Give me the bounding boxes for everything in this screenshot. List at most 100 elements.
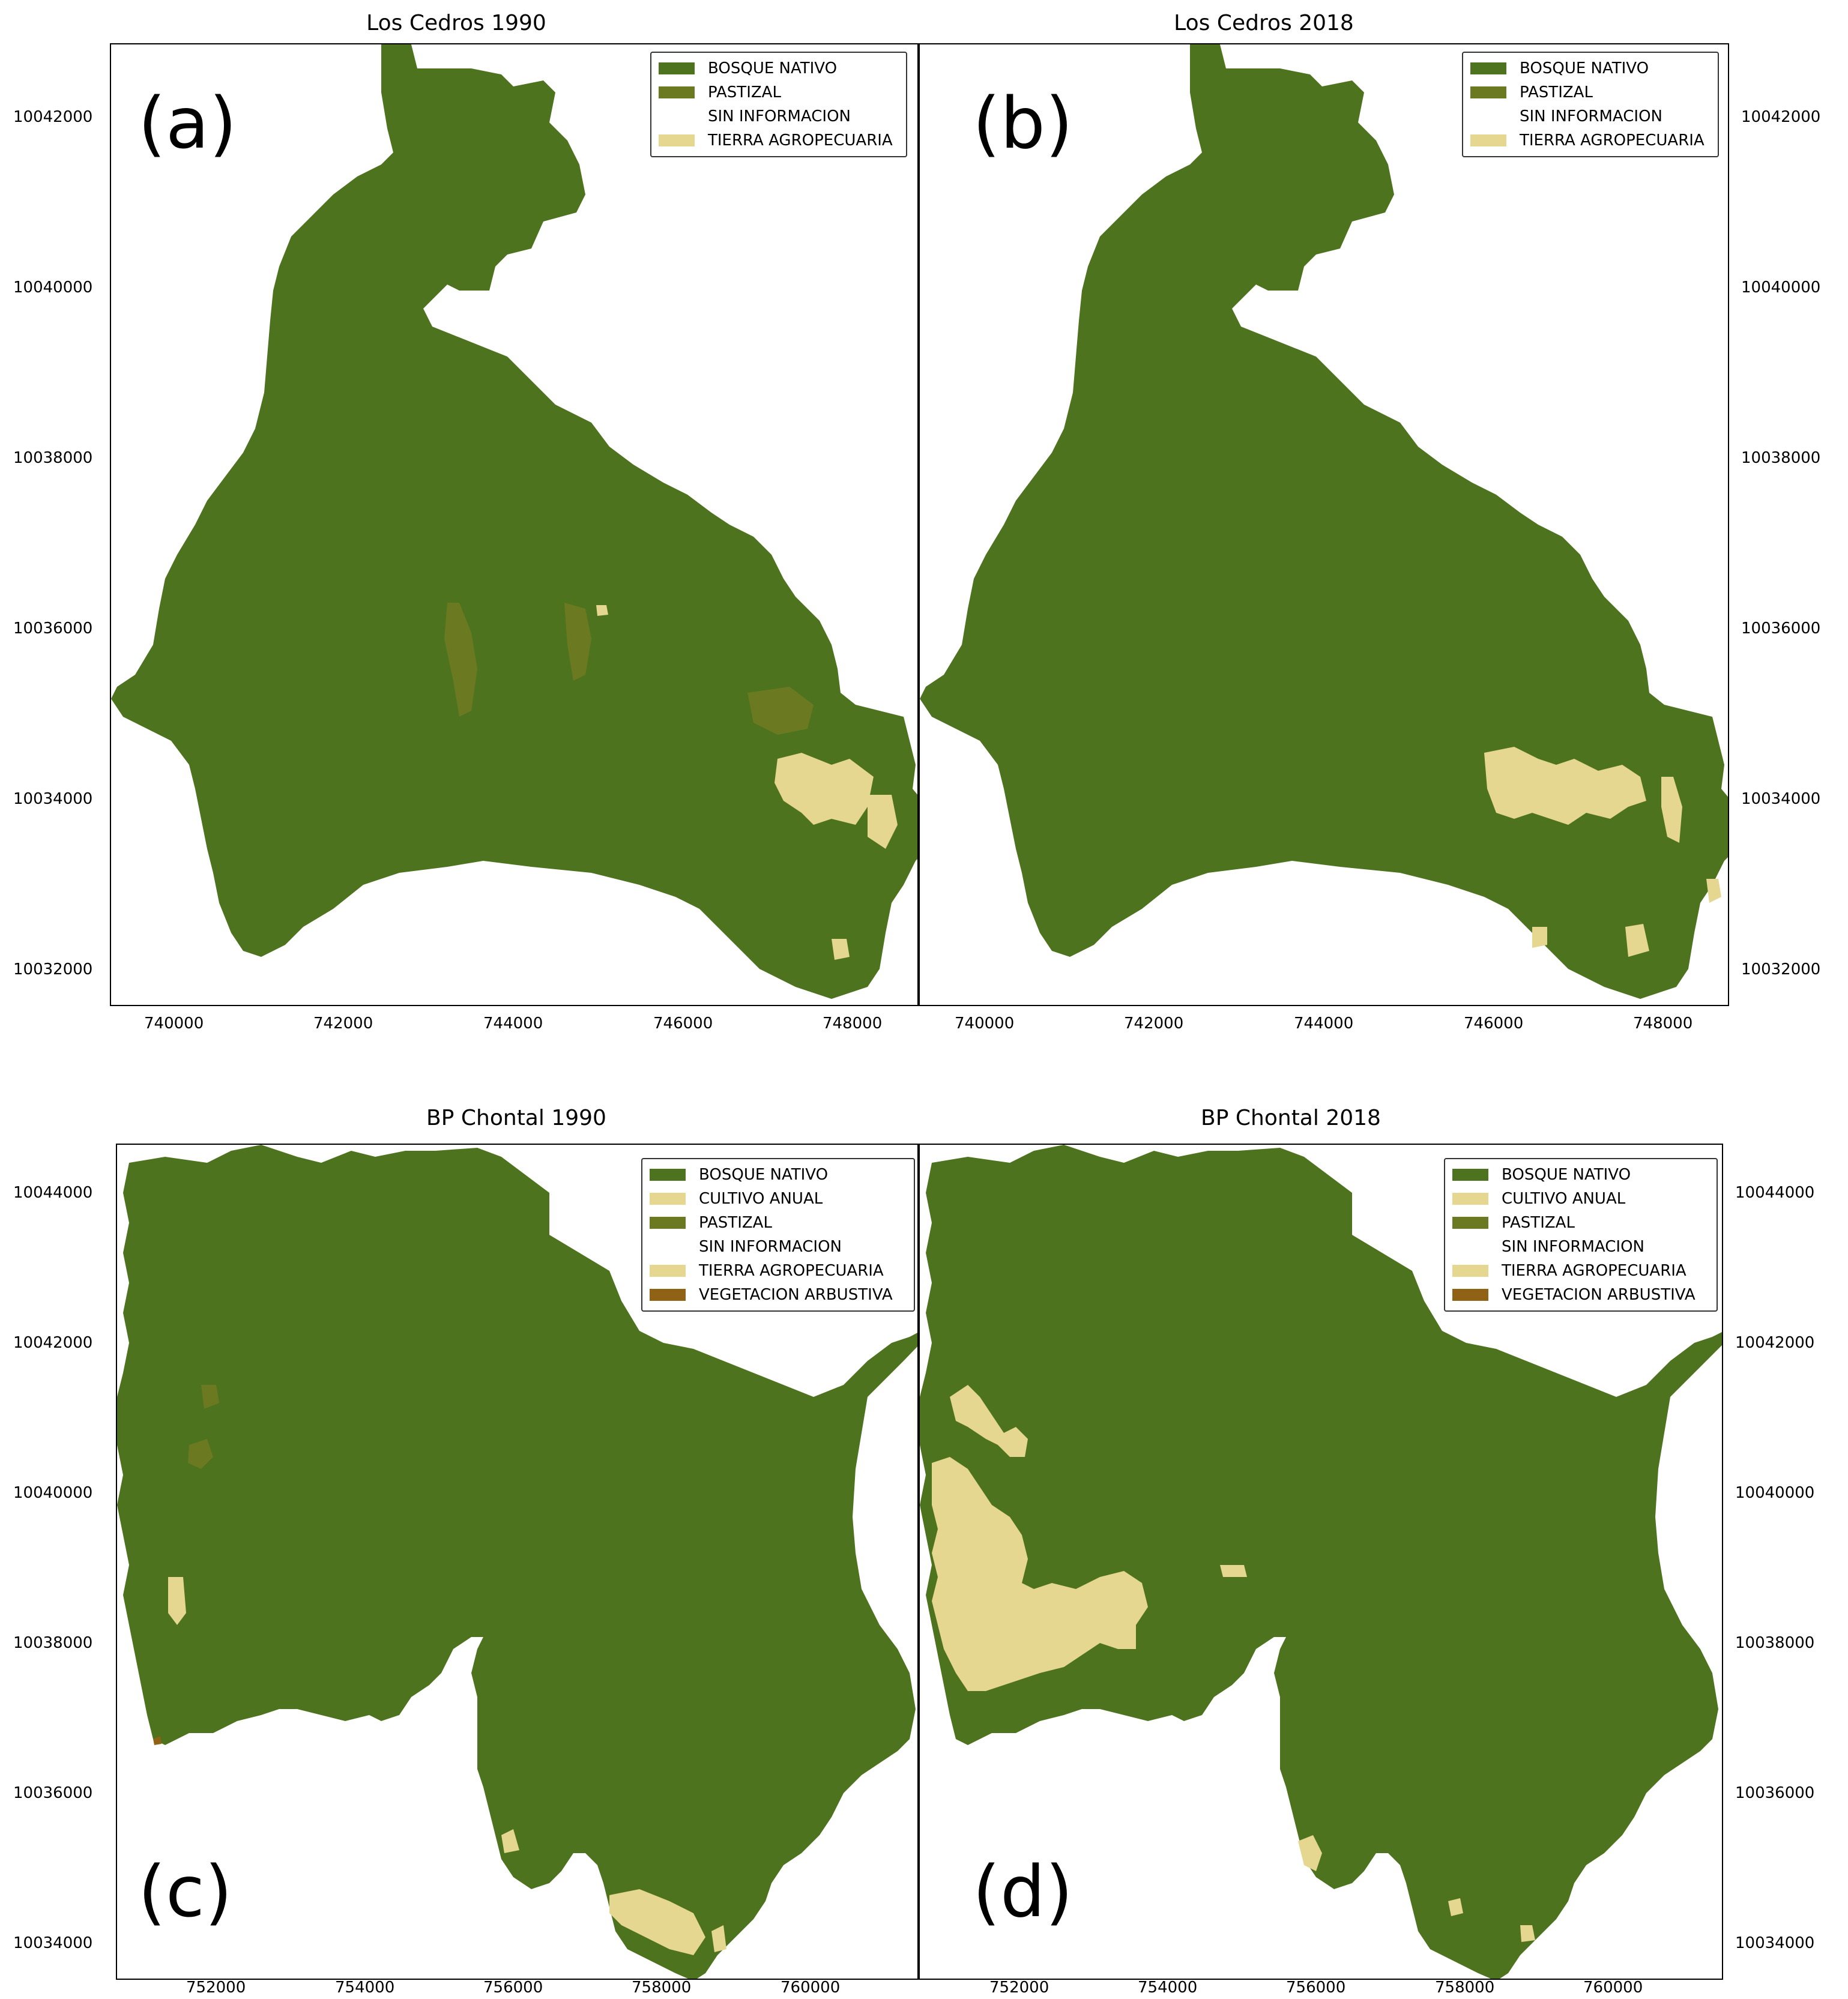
x-tick-label: 744000	[1294, 1015, 1354, 1033]
legend-label: SIN INFORMACION	[708, 107, 851, 125]
x-tick-label: 758000	[632, 1979, 692, 1997]
tierra-agropecuaria-patch	[609, 1889, 705, 1955]
tierra-agropecuaria-patch	[1220, 1565, 1247, 1577]
legend-label: BOSQUE NATIVO	[708, 59, 838, 77]
tierra-agropecuaria-patch	[1661, 777, 1682, 843]
tierra-agropecuaria-patch	[775, 753, 874, 825]
legend-swatch	[650, 1169, 686, 1181]
legend-swatch	[1470, 134, 1506, 146]
map-frame-c: (c) BOSQUE NATIVO CULTIVO ANUAL PASTIZAL…	[116, 1144, 920, 1980]
legend-c: BOSQUE NATIVO CULTIVO ANUAL PASTIZAL SIN…	[641, 1158, 915, 1312]
y-tick-label: 10036000	[1741, 620, 1821, 638]
y-tick-label: 10038000	[1735, 1634, 1815, 1652]
y-tick-label: 10042000	[13, 108, 93, 126]
legend-item: BOSQUE NATIVO	[1470, 56, 1711, 80]
legend-label: BOSQUE NATIVO	[1520, 59, 1649, 77]
los-cedros-2018-map	[920, 44, 1728, 999]
legend-label: TIERRA AGROPECUARIA	[1520, 131, 1705, 149]
panel-c-letter: (c)	[138, 1850, 232, 1933]
y-tick-label: 10044000	[13, 1184, 93, 1202]
legend-item: PASTIZAL	[1470, 80, 1711, 104]
legend-item: VEGETACION ARBUSTIVA	[650, 1283, 907, 1307]
x-tick-label: 758000	[1435, 1979, 1495, 1997]
legend-d: BOSQUE NATIVO CULTIVO ANUAL PASTIZAL SIN…	[1444, 1158, 1718, 1312]
y-tick-label: 10044000	[1735, 1184, 1815, 1202]
bosque-nativo-area	[920, 44, 1728, 999]
y-tick-label: 10042000	[1741, 108, 1821, 126]
x-tick-label: 748000	[1633, 1015, 1693, 1033]
tierra-agropecuaria-patch	[1520, 1925, 1535, 1942]
map-frame-b: (b) BOSQUE NATIVO PASTIZAL SIN INFORMACI…	[919, 43, 1729, 1006]
tierra-agropecuaria-patch	[1706, 879, 1721, 903]
legend-item: TIERRA AGROPECUARIA	[1452, 1259, 1709, 1283]
legend-swatch	[659, 62, 695, 74]
legend-swatch	[659, 86, 695, 98]
x-tick-label: 756000	[1286, 1979, 1346, 1997]
pastizal-patch	[564, 603, 591, 681]
tierra-agropecuaria-patch	[1298, 1835, 1322, 1871]
legend-swatch	[650, 1241, 686, 1253]
y-tick-label: 10034000	[13, 790, 93, 808]
panel-a-title: Los Cedros 1990	[366, 11, 546, 35]
legend-label: TIERRA AGROPECUARIA	[699, 1262, 884, 1280]
x-tick-label: 754000	[1138, 1979, 1198, 1997]
map-frame-a: (a) BOSQUE NATIVO PASTIZAL SIN INFORMACI…	[110, 43, 920, 1006]
tierra-agropecuaria-patch	[832, 939, 850, 960]
legend-item: SIN INFORMACION	[1470, 104, 1711, 128]
pastizal-patch	[188, 1439, 213, 1469]
panel-divider-top	[917, 43, 920, 1006]
legend-label: PASTIZAL	[1502, 1214, 1575, 1232]
tierra-agropecuaria-patch	[950, 1385, 1028, 1457]
y-tick-label: 10040000	[13, 1484, 93, 1502]
x-tick-label: 752000	[989, 1979, 1049, 1997]
map-frame-d: (d) BOSQUE NATIVO CULTIVO ANUAL PASTIZAL…	[919, 1144, 1723, 1980]
legend-item: SIN INFORMACION	[659, 104, 899, 128]
tierra-agropecuaria-patch	[1532, 927, 1547, 948]
bp-chontal-2018-map	[920, 1145, 1722, 1979]
legend-item: BOSQUE NATIVO	[1452, 1163, 1709, 1187]
x-tick-label: 740000	[144, 1015, 204, 1033]
y-tick-label: 10032000	[13, 960, 93, 978]
tierra-agropecuaria-patch	[932, 1457, 1148, 1691]
legend-item: TIERRA AGROPECUARIA	[659, 128, 899, 152]
pastizal-patch	[201, 1385, 219, 1409]
x-tick-label: 748000	[823, 1015, 883, 1033]
legend-label: BOSQUE NATIVO	[699, 1166, 829, 1184]
y-tick-label: 10034000	[1741, 790, 1821, 808]
y-tick-label: 10034000	[13, 1934, 93, 1952]
legend-item: SIN INFORMACION	[1452, 1235, 1709, 1259]
x-tick-label: 760000	[781, 1979, 841, 1997]
legend-swatch	[659, 110, 695, 122]
legend-item: BOSQUE NATIVO	[650, 1163, 907, 1187]
legend-label: SIN INFORMACION	[1502, 1238, 1644, 1256]
tierra-agropecuaria-patch	[168, 1577, 186, 1625]
bosque-nativo-area	[117, 1145, 919, 1979]
bosque-nativo-area	[920, 1145, 1722, 1979]
legend-swatch	[1452, 1241, 1488, 1253]
legend-swatch	[1470, 62, 1506, 74]
y-tick-label: 10034000	[1735, 1934, 1815, 1952]
x-tick-label: 760000	[1583, 1979, 1643, 1997]
y-tick-label: 10038000	[13, 1634, 93, 1652]
legend-label: VEGETACION ARBUSTIVA	[699, 1286, 893, 1304]
legend-swatch	[1452, 1217, 1488, 1229]
legend-label: PASTIZAL	[699, 1214, 772, 1232]
tierra-agropecuaria-patch	[596, 605, 608, 616]
panel-b-letter: (b)	[973, 82, 1073, 164]
bp-chontal-1990-map	[117, 1145, 919, 1979]
legend-item: PASTIZAL	[659, 80, 899, 104]
legend-label: SIN INFORMACION	[1520, 107, 1662, 125]
legend-swatch	[659, 134, 695, 146]
x-tick-label: 752000	[186, 1979, 246, 1997]
legend-item: TIERRA AGROPECUARIA	[650, 1259, 907, 1283]
x-tick-label: 746000	[653, 1015, 713, 1033]
y-tick-label: 10036000	[1735, 1784, 1815, 1802]
tierra-agropecuaria-patch	[501, 1829, 519, 1853]
legend-label: TIERRA AGROPECUARIA	[708, 131, 893, 149]
panel-a-letter: (a)	[138, 82, 237, 164]
legend-item: CULTIVO ANUAL	[650, 1187, 907, 1211]
legend-label: SIN INFORMACION	[699, 1238, 842, 1256]
legend-swatch	[1452, 1169, 1488, 1181]
legend-swatch	[1470, 86, 1506, 98]
x-tick-label: 740000	[955, 1015, 1015, 1033]
